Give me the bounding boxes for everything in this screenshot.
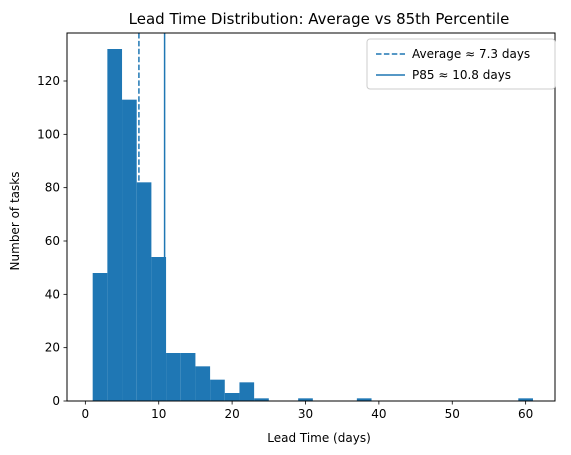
x-tick-label: 0 bbox=[82, 407, 90, 421]
x-tick-label: 20 bbox=[224, 407, 239, 421]
x-tick-label: 60 bbox=[518, 407, 533, 421]
histogram-bar bbox=[254, 398, 269, 401]
histogram-bar bbox=[166, 353, 181, 401]
histogram-bar bbox=[151, 257, 167, 401]
x-tick-label: 30 bbox=[298, 407, 313, 421]
y-tick-label: 80 bbox=[45, 181, 60, 195]
histogram-bars bbox=[92, 49, 533, 402]
legend-average-label: Average ≈ 7.3 days bbox=[412, 47, 530, 61]
x-tick-label: 50 bbox=[445, 407, 460, 421]
histogram-bar bbox=[136, 182, 152, 401]
histogram-bar bbox=[298, 398, 313, 401]
x-tick-label: 10 bbox=[151, 407, 166, 421]
histogram-bar bbox=[122, 99, 137, 402]
histogram-bar bbox=[239, 382, 255, 401]
y-tick-label: 20 bbox=[45, 341, 60, 355]
histogram-bar bbox=[180, 353, 196, 401]
y-tick-label: 40 bbox=[45, 287, 60, 301]
reference-lines bbox=[138, 33, 166, 401]
histogram-bar bbox=[210, 379, 225, 401]
histogram-bar bbox=[356, 398, 372, 401]
y-axis-ticks: 0 20 40 60 80 100 120 bbox=[37, 74, 67, 408]
chart-title: Lead Time Distribution: Average vs 85th … bbox=[129, 10, 510, 28]
legend-box bbox=[366, 38, 556, 90]
legend: Average ≈ 7.3 days P85 ≈ 10.8 days bbox=[366, 38, 556, 90]
x-tick-label: 40 bbox=[371, 407, 386, 421]
y-axis-label: Number of tasks bbox=[8, 172, 22, 271]
histogram-bar bbox=[195, 366, 211, 401]
histogram-bar bbox=[518, 398, 533, 401]
plot-frame bbox=[66, 32, 556, 402]
histogram-bar bbox=[224, 393, 240, 401]
histogram-bar bbox=[107, 49, 123, 401]
y-tick-label: 120 bbox=[37, 74, 60, 88]
legend-p85-label: P85 ≈ 10.8 days bbox=[412, 68, 511, 82]
x-axis-label: Lead Time (days) bbox=[267, 431, 371, 445]
y-tick-label: 0 bbox=[52, 394, 60, 408]
y-tick-label: 100 bbox=[37, 127, 60, 141]
y-tick-label: 60 bbox=[45, 234, 60, 248]
histogram-bar bbox=[92, 273, 108, 401]
x-axis-ticks: 0 10 20 30 40 50 60 bbox=[82, 401, 533, 421]
